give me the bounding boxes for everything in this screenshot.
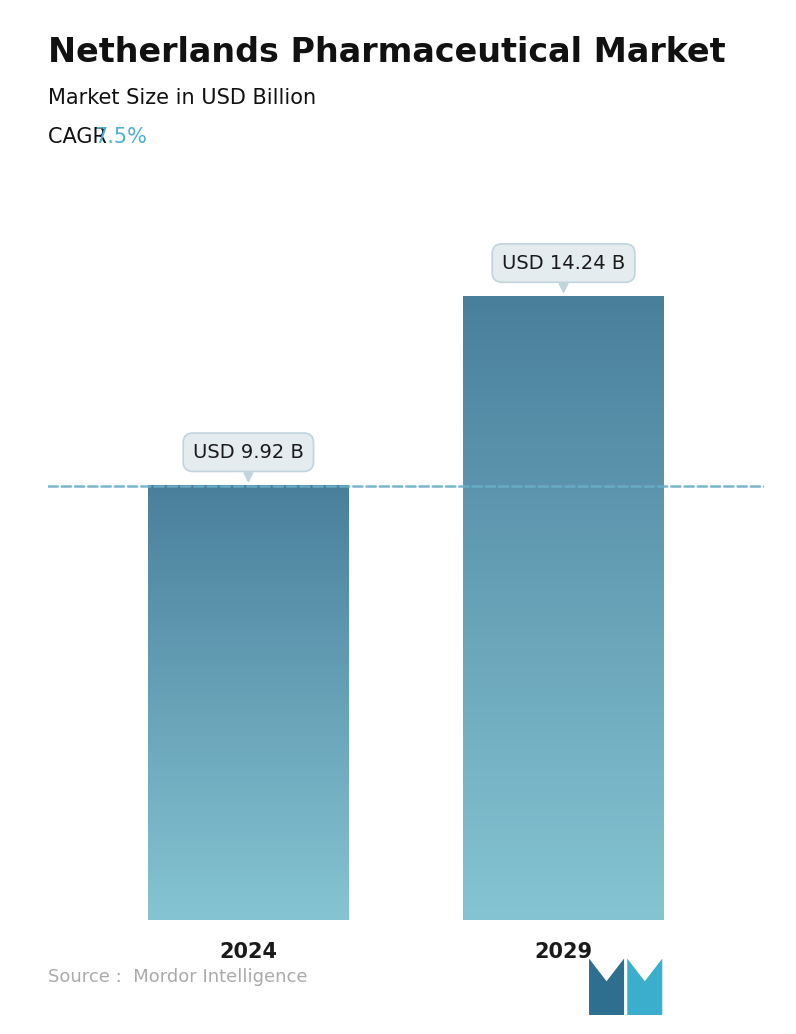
Text: CAGR: CAGR	[48, 127, 113, 147]
Text: Source :  Mordor Intelligence: Source : Mordor Intelligence	[48, 968, 307, 986]
Polygon shape	[627, 959, 662, 1015]
Text: 7.5%: 7.5%	[94, 127, 146, 147]
Text: Netherlands Pharmaceutical Market: Netherlands Pharmaceutical Market	[48, 36, 725, 69]
Polygon shape	[589, 959, 624, 1015]
Text: USD 14.24 B: USD 14.24 B	[502, 253, 625, 292]
Text: Market Size in USD Billion: Market Size in USD Billion	[48, 88, 316, 108]
Text: USD 9.92 B: USD 9.92 B	[193, 443, 304, 481]
